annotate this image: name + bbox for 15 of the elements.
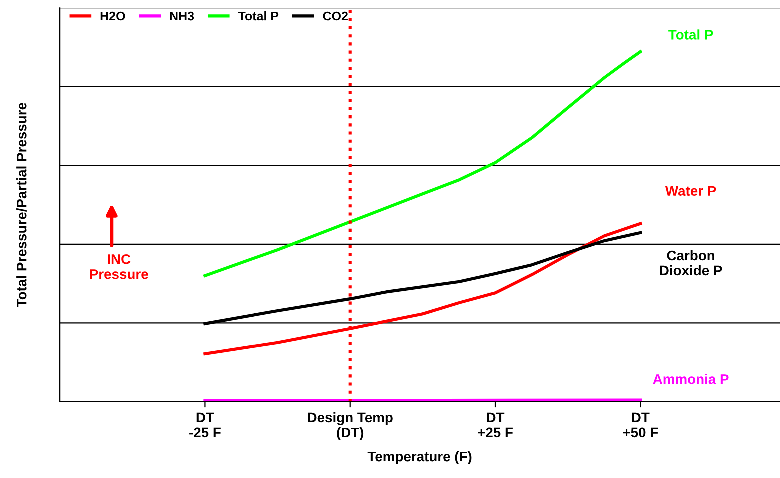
legend-label: Total P <box>238 12 279 21</box>
legend-label: H2O <box>100 12 126 21</box>
y-axis-title: Total Pressure/Partial Pressure <box>16 102 27 308</box>
legend-label: CO2 <box>323 12 348 21</box>
text: Total P <box>668 30 714 40</box>
x-tick-label: DT -25 F <box>190 412 221 438</box>
annotation: INC Pressure <box>90 254 148 280</box>
x-tick-label: DT +25 F <box>478 412 513 438</box>
legend-label: NH3 <box>170 12 194 21</box>
x-tick-label: DT +50 F <box>623 412 658 438</box>
x-tick-label: Design Temp (DT) <box>308 412 393 440</box>
annotation: Water P <box>665 186 716 196</box>
annotation: Carbon Dioxide P <box>660 250 722 276</box>
x-axis-title: Temperature (F) <box>368 451 472 464</box>
annotation: Ammonia P <box>653 374 729 384</box>
